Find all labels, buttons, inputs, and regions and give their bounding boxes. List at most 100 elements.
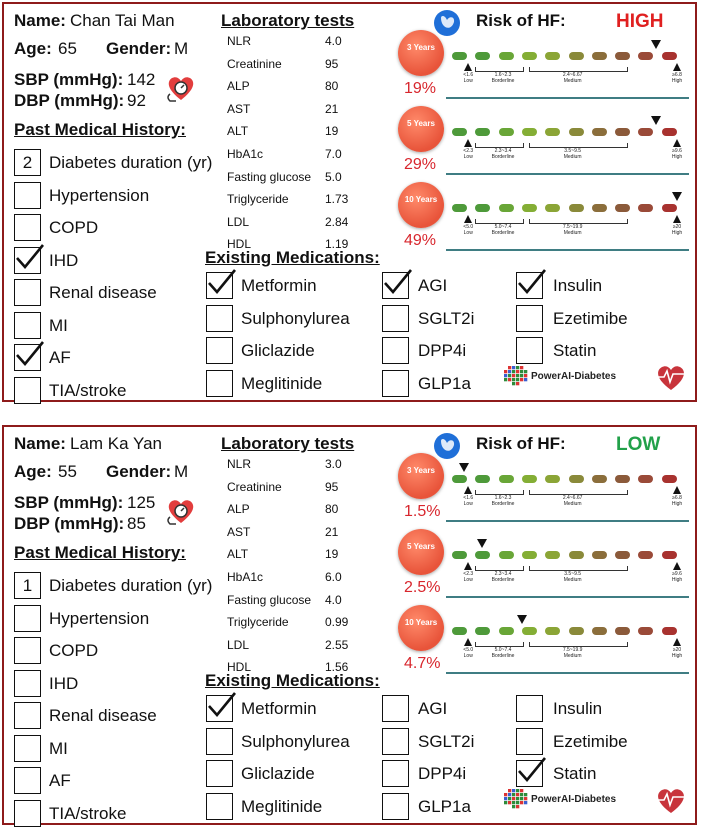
lab-value: 4.0 xyxy=(325,592,342,607)
history-checkbox[interactable] xyxy=(14,376,41,404)
history-checkbox[interactable] xyxy=(14,214,41,241)
risk-marker xyxy=(516,615,527,624)
medication-checkbox[interactable] xyxy=(206,760,233,787)
patient-name: Lam Ka Yan xyxy=(70,434,162,453)
risk-marker xyxy=(458,463,469,472)
lab-value: 1.73 xyxy=(325,192,349,207)
threshold-category: High xyxy=(671,653,683,659)
medication-checkbox[interactable] xyxy=(516,727,543,755)
history-checkbox[interactable] xyxy=(14,799,41,827)
risk-scale-segment xyxy=(615,52,631,60)
lab-value: 1.19 xyxy=(325,237,349,252)
threshold-label: ≥6.8 High xyxy=(661,72,693,84)
lab-name: Fasting glucose xyxy=(227,169,312,184)
threshold-label: ≥9.6 High xyxy=(661,148,693,160)
medication-checkbox[interactable] xyxy=(516,304,543,332)
medication-checkbox[interactable] xyxy=(382,727,409,755)
history-checkbox[interactable] xyxy=(14,734,41,762)
threshold-marker xyxy=(464,562,473,570)
dbp-label: DBP (mmHg): xyxy=(14,91,125,110)
threshold-category: Medium xyxy=(563,154,582,160)
history-value: 2 xyxy=(22,153,33,172)
risk-scale-segment xyxy=(545,204,561,212)
horizon-label: 5 Years xyxy=(407,542,435,551)
bracket-medium xyxy=(528,642,628,647)
horizon-label: 10 Years xyxy=(404,618,438,627)
lab-value: 21 xyxy=(325,101,339,116)
brand-name: PowerAI-Diabetes xyxy=(531,794,617,805)
history-title: Past Medical History: xyxy=(14,543,186,562)
medication-checkbox[interactable] xyxy=(382,760,409,787)
threshold-category: High xyxy=(671,154,683,160)
risk-scale-segment xyxy=(661,627,677,635)
horizon-badge: 5 Years xyxy=(398,529,444,575)
threshold-marker xyxy=(673,215,682,223)
medication-checkbox[interactable] xyxy=(206,692,237,722)
lab-name: Creatinine xyxy=(227,479,282,494)
history-checkbox[interactable] xyxy=(14,702,41,729)
divider-line xyxy=(446,520,689,522)
bracket-borderline xyxy=(475,67,524,72)
medication-checkbox[interactable] xyxy=(382,304,409,332)
threshold-range: 5.0~7.4 xyxy=(494,224,512,230)
risk-scale-segment xyxy=(615,128,631,136)
risk-scale-segment xyxy=(521,204,537,212)
threshold-category: High xyxy=(671,501,683,507)
horizon-label: 10 Years xyxy=(404,195,438,204)
threshold-marker xyxy=(464,486,473,494)
risk-scale-segment xyxy=(498,52,514,60)
medication-checkbox[interactable] xyxy=(516,269,547,299)
threshold-range: ≥6.8 xyxy=(672,495,682,501)
threshold-range: <2.3 xyxy=(463,571,474,577)
threshold-category: Low xyxy=(463,653,473,659)
horizon-badge: 5 Years xyxy=(398,106,444,152)
threshold-label: <5.0 Low xyxy=(452,224,484,236)
bracket-borderline xyxy=(475,143,524,148)
medication-checkbox[interactable] xyxy=(382,792,409,820)
history-checkbox[interactable] xyxy=(14,311,41,339)
medication-checkbox[interactable] xyxy=(206,792,233,820)
threshold-label: 2.3~3.4 Borderline xyxy=(487,148,519,160)
history-checkbox[interactable]: 1 xyxy=(14,572,41,599)
medication-checkbox[interactable] xyxy=(382,695,409,722)
history-label: TIA/stroke xyxy=(49,803,127,823)
threshold-category: Low xyxy=(463,78,473,84)
medication-checkbox[interactable] xyxy=(516,757,547,787)
medication-checkbox[interactable] xyxy=(382,337,409,364)
risk-scale-segment xyxy=(452,204,467,212)
medication-checkbox[interactable] xyxy=(516,695,543,722)
medication-checkbox[interactable] xyxy=(206,369,233,397)
history-checkbox[interactable] xyxy=(14,669,41,697)
history-checkbox[interactable] xyxy=(14,604,41,632)
horizon-label: 3 Years xyxy=(407,43,435,52)
medication-label: Statin xyxy=(553,764,597,783)
history-checkbox[interactable] xyxy=(14,279,41,306)
divider-line xyxy=(446,173,689,175)
medication-label: Gliclazide xyxy=(241,341,315,360)
medication-checkbox[interactable] xyxy=(382,269,413,299)
medication-checkbox[interactable] xyxy=(206,727,233,755)
medication-checkbox[interactable] xyxy=(206,337,233,364)
medication-checkbox[interactable] xyxy=(516,337,543,364)
medication-checkbox[interactable] xyxy=(206,269,237,299)
threshold-range: 7.5~19.9 xyxy=(562,647,583,653)
history-checkbox[interactable]: 2 xyxy=(14,149,41,176)
medication-checkbox[interactable] xyxy=(382,369,409,397)
threshold-label: 5.0~7.4 Borderline xyxy=(487,647,519,659)
medication-checkbox[interactable] xyxy=(206,304,233,332)
history-checkbox[interactable] xyxy=(14,637,41,664)
sbp-label: SBP (mmHg): xyxy=(14,70,124,89)
lab-value: 0.99 xyxy=(325,615,349,630)
history-checkbox[interactable] xyxy=(14,341,45,371)
history-checkbox[interactable] xyxy=(14,181,41,209)
threshold-range: 5.0~7.4 xyxy=(494,647,512,653)
gender-label: Gender: xyxy=(106,39,172,58)
history-label: MI xyxy=(49,738,68,758)
lab-title: Laboratory tests xyxy=(221,434,355,453)
medication-label: SGLT2i xyxy=(418,731,475,751)
history-checkbox[interactable] xyxy=(14,767,41,794)
medication-label: GLP1a xyxy=(418,796,471,816)
threshold-category: High xyxy=(671,78,683,84)
risk-scale-segment xyxy=(638,204,654,212)
history-checkbox[interactable] xyxy=(14,243,45,274)
